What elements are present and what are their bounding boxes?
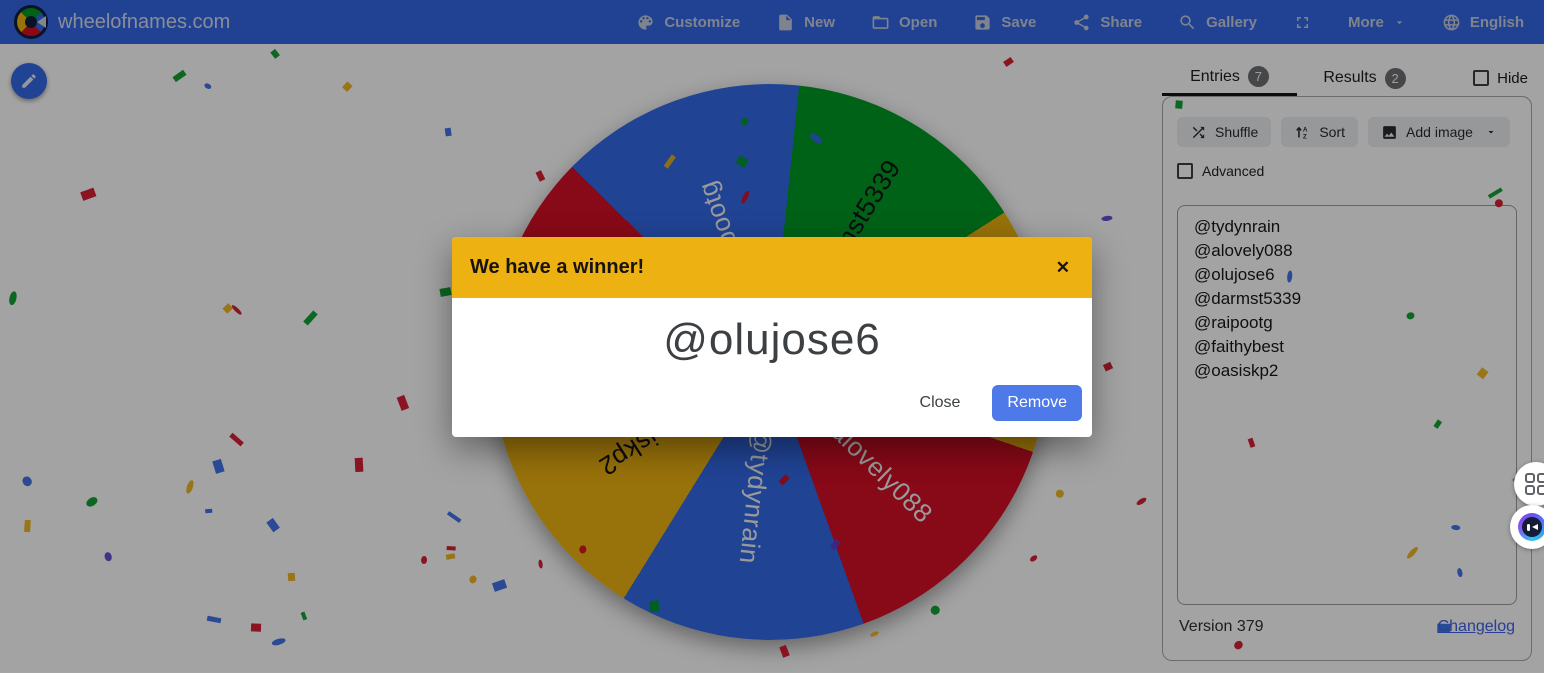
apps-grid-icon [1525, 473, 1544, 495]
entry-row[interactable]: @tydynrain [1194, 217, 1281, 236]
sort-icon: A Z [1296, 126, 1308, 140]
open-folder-icon [872, 15, 889, 29]
changelog-link[interactable]: Changelog [1437, 618, 1515, 635]
entries-panel-body: Shuffle A Z Sort Add image [1162, 96, 1532, 661]
entries-toolbar: Shuffle A Z Sort Add image [1177, 117, 1517, 147]
close-icon[interactable]: ✕ [1055, 258, 1070, 277]
entry-row[interactable]: @olujose6 [1194, 265, 1275, 284]
nav-item-english[interactable]: English [1442, 13, 1524, 32]
entries-count-badge: 7 [1247, 66, 1269, 87]
advanced-checkbox[interactable] [1177, 163, 1193, 179]
hide-label: Hide [1497, 69, 1528, 87]
shuffle-button[interactable]: Shuffle [1177, 117, 1272, 147]
tab-entries-label: Entries [1190, 67, 1240, 85]
entries-panel: Entries 7 Results 2 Hide Shuffle [1162, 60, 1532, 661]
nav-item-label: Gallery [1206, 13, 1257, 31]
nav-item-label: English [1469, 13, 1524, 31]
shuffle-label: Shuffle [1215, 124, 1259, 140]
winner-dialog: We have a winner! ✕ @olujose6 Close Remo… [452, 237, 1092, 437]
entry-row[interactable]: @darmst5339 [1194, 289, 1302, 308]
hide-toggle[interactable]: Hide [1473, 70, 1532, 87]
shuffle-icon [1192, 126, 1205, 138]
entry-row[interactable]: @faithybest [1194, 337, 1285, 356]
svg-text:A: A [1303, 126, 1308, 133]
nav-item-label: More [1347, 13, 1384, 31]
save-icon [975, 14, 990, 30]
hide-checkbox[interactable] [1473, 70, 1490, 86]
brand-name: wheelofnames.com [58, 10, 231, 33]
nav-item-save[interactable]: Save [973, 13, 1036, 32]
winner-dialog-title: We have a winner! [470, 256, 645, 278]
pencil-icon [22, 74, 36, 88]
advanced-label: Advanced [1202, 163, 1265, 179]
add-image-label: Add image [1406, 124, 1473, 140]
new-file-icon [779, 14, 793, 30]
image-icon [1383, 125, 1396, 139]
nav-item-customize[interactable]: Customize [636, 13, 740, 32]
entry-row[interactable]: @alovely088 [1194, 241, 1293, 260]
results-count-badge: 2 [1384, 67, 1406, 89]
nav-item-gallery[interactable]: Gallery [1178, 13, 1257, 32]
nav-item-open[interactable]: Open [871, 13, 937, 32]
chevron-down-icon [1396, 20, 1403, 24]
close-button[interactable]: Close [919, 394, 961, 411]
gallery-search-icon [1180, 14, 1195, 29]
assistant-button[interactable] [1510, 505, 1544, 549]
brand[interactable]: wheelofnames.com [14, 5, 230, 39]
nav-item-label: Open [899, 13, 938, 31]
advanced-toggle[interactable]: Advanced [1177, 163, 1517, 179]
navbar: wheelofnames.com Customize New Open Save Sha… [0, 0, 1544, 44]
assistant-bot-icon [1518, 513, 1544, 541]
share-icon [1074, 14, 1090, 30]
nav-item-share[interactable]: Share [1072, 13, 1142, 32]
fullscreen-icon [1296, 16, 1309, 28]
winner-dialog-body: @olujose6 [452, 298, 1092, 381]
svg-text:Z: Z [1303, 133, 1307, 140]
entries-list[interactable]: @tydynrain @alovely088 @olujose6 @darmst533… [1177, 205, 1517, 605]
wheel-logo-icon [14, 5, 48, 39]
nav-item-label: Save [1001, 13, 1037, 31]
panel-tabs: Entries 7 Results 2 Hide [1162, 60, 1532, 96]
version-row: Version 379 Changelog [1177, 618, 1517, 636]
navbar-menu: Customize New Open Save Share Gallery More Engl… [636, 13, 1530, 32]
nav-item-more[interactable]: More [1348, 14, 1406, 31]
chevron-down-icon [1488, 131, 1494, 134]
sort-label: Sort [1319, 124, 1346, 140]
tab-results-label: Results [1323, 69, 1377, 86]
edit-wheel-button[interactable] [11, 63, 47, 99]
remove-button[interactable]: Remove [992, 385, 1082, 421]
winner-dialog-footer: Close Remove [452, 381, 1092, 437]
winner-name: @olujose6 [663, 314, 881, 364]
nav-item-label: Customize [664, 13, 741, 31]
nav-item-fullscreen-icon[interactable] [1293, 13, 1312, 32]
entry-row[interactable]: @oasiskp2 [1194, 361, 1279, 380]
nav-item-label: New [804, 13, 836, 31]
sort-button[interactable]: A Z Sort [1281, 117, 1359, 147]
entry-row[interactable]: @raipootg [1194, 313, 1273, 332]
tab-results[interactable]: Results 2 [1297, 60, 1432, 96]
nav-item-new[interactable]: New [776, 13, 835, 32]
tab-entries[interactable]: Entries 7 [1162, 60, 1297, 96]
palette-icon [638, 14, 653, 30]
main-stage: @raipootg @darmst5339 @olujose6 @alovely088… [0, 44, 1544, 673]
version-text: Version 379 [1179, 618, 1264, 635]
add-image-button[interactable]: Add image [1368, 117, 1510, 147]
winner-dialog-header: We have a winner! ✕ [452, 237, 1092, 298]
nav-item-label: Share [1100, 13, 1143, 31]
